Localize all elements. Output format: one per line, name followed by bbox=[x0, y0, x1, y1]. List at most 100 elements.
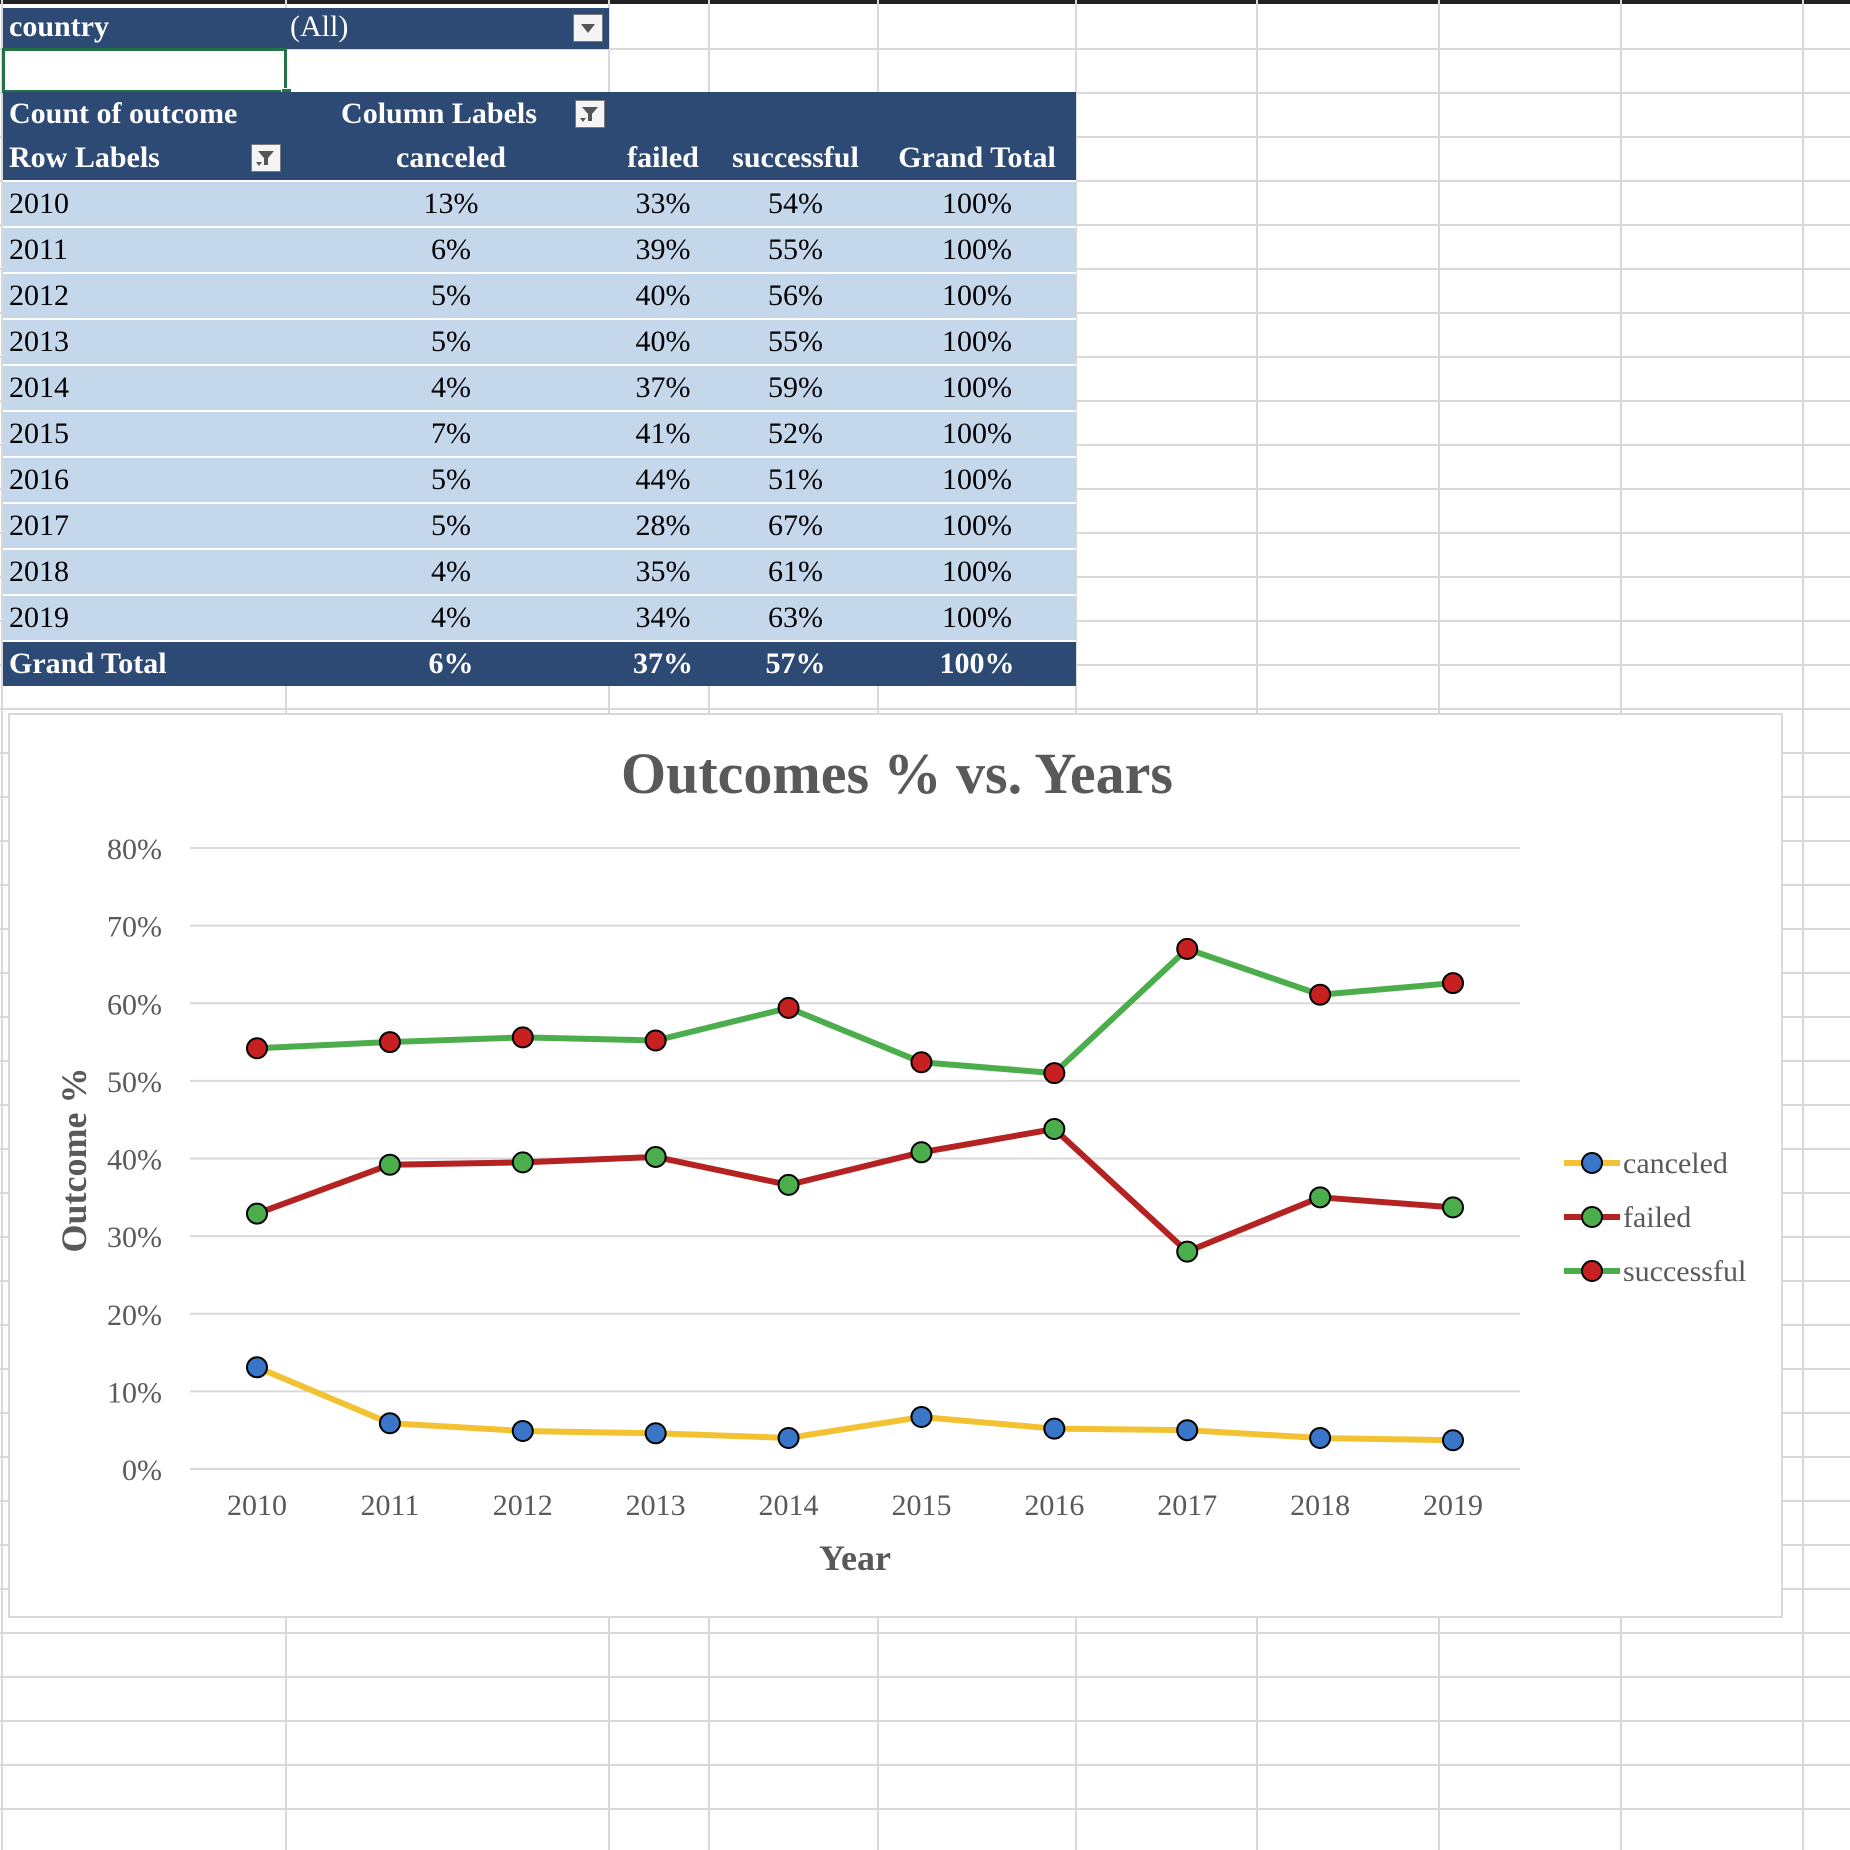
cell-grand-total[interactable]: 100% bbox=[942, 371, 1012, 404]
column-header-successful[interactable]: successful bbox=[732, 141, 859, 174]
data-point-successful[interactable] bbox=[1309, 983, 1332, 1006]
row-year[interactable]: 2010 bbox=[9, 187, 69, 220]
column-header-grand-total[interactable]: Grand Total bbox=[898, 141, 1056, 174]
data-point-failed[interactable] bbox=[511, 1151, 534, 1174]
cell-failed[interactable]: 40% bbox=[635, 279, 691, 312]
data-point-failed[interactable] bbox=[644, 1145, 667, 1168]
cell-failed[interactable]: 40% bbox=[635, 325, 691, 358]
data-point-successful[interactable] bbox=[1176, 937, 1199, 960]
cell-successful[interactable]: 52% bbox=[768, 417, 823, 450]
cell-failed[interactable]: 28% bbox=[635, 509, 691, 542]
data-point-canceled[interactable] bbox=[1043, 1417, 1066, 1440]
cell-failed[interactable]: 35% bbox=[635, 555, 691, 588]
cell-successful[interactable]: 51% bbox=[768, 463, 823, 496]
series-line-successful[interactable] bbox=[256, 945, 1454, 1077]
data-point-canceled[interactable] bbox=[644, 1422, 667, 1445]
data-point-failed[interactable] bbox=[1043, 1118, 1066, 1141]
cell-grand-total[interactable]: 100% bbox=[942, 509, 1012, 542]
data-point-successful[interactable] bbox=[910, 1051, 933, 1074]
grand-total-failed[interactable]: 37% bbox=[633, 647, 693, 680]
cell-grand-total[interactable]: 100% bbox=[942, 233, 1012, 266]
legend-label-successful[interactable]: successful bbox=[1623, 1255, 1746, 1288]
grand-total-canceled[interactable]: 6% bbox=[428, 647, 474, 680]
cell-canceled[interactable]: 4% bbox=[431, 371, 471, 404]
data-point-failed[interactable] bbox=[1309, 1186, 1332, 1209]
data-point-failed[interactable] bbox=[1176, 1240, 1199, 1263]
row-year[interactable]: 2014 bbox=[9, 371, 69, 404]
cell-grand-total[interactable]: 100% bbox=[942, 555, 1012, 588]
data-point-canceled[interactable] bbox=[1442, 1429, 1464, 1452]
selected-cell[interactable] bbox=[2, 48, 287, 93]
data-point-successful[interactable] bbox=[1442, 972, 1464, 995]
legend-label-failed[interactable]: failed bbox=[1623, 1201, 1691, 1234]
column-labels-filter-button[interactable] bbox=[575, 100, 605, 128]
cell-canceled[interactable]: 7% bbox=[431, 417, 471, 450]
cell-successful[interactable]: 55% bbox=[768, 233, 823, 266]
cell-failed[interactable]: 44% bbox=[635, 463, 691, 496]
cell-failed[interactable]: 37% bbox=[635, 371, 691, 404]
data-point-successful[interactable] bbox=[246, 1037, 268, 1060]
cell-canceled[interactable]: 13% bbox=[423, 187, 479, 220]
cell-successful[interactable]: 63% bbox=[768, 601, 823, 634]
data-point-canceled[interactable] bbox=[1176, 1419, 1199, 1442]
row-year[interactable]: 2012 bbox=[9, 279, 69, 312]
grand-total-label[interactable]: Grand Total bbox=[9, 647, 167, 680]
data-point-successful[interactable] bbox=[378, 1031, 401, 1054]
column-header-canceled[interactable]: canceled bbox=[396, 141, 506, 174]
cell-failed[interactable]: 33% bbox=[635, 187, 691, 220]
data-point-successful[interactable] bbox=[644, 1029, 667, 1052]
cell-canceled[interactable]: 5% bbox=[431, 463, 471, 496]
cell-grand-total[interactable]: 100% bbox=[942, 417, 1012, 450]
row-labels-filter-button[interactable] bbox=[251, 144, 281, 172]
cell-failed[interactable]: 34% bbox=[635, 601, 691, 634]
cell-grand-total[interactable]: 100% bbox=[942, 325, 1012, 358]
cell-successful[interactable]: 55% bbox=[768, 325, 823, 358]
cell-grand-total[interactable]: 100% bbox=[942, 279, 1012, 312]
cell-failed[interactable]: 39% bbox=[635, 233, 691, 266]
data-point-canceled[interactable] bbox=[1309, 1426, 1332, 1449]
line-chart[interactable]: Outcomes % vs. Years Year Outcome % 0% 10… bbox=[8, 713, 1783, 1618]
cell-grand-total[interactable]: 100% bbox=[942, 463, 1012, 496]
row-year[interactable]: 2017 bbox=[9, 509, 69, 542]
cell-successful[interactable]: 59% bbox=[768, 371, 823, 404]
data-point-failed[interactable] bbox=[1442, 1196, 1464, 1219]
data-point-canceled[interactable] bbox=[246, 1356, 268, 1379]
data-point-successful[interactable] bbox=[1043, 1062, 1066, 1085]
cell-successful[interactable]: 56% bbox=[768, 279, 823, 312]
row-year[interactable]: 2013 bbox=[9, 325, 69, 358]
data-point-successful[interactable] bbox=[511, 1026, 534, 1049]
column-header-failed[interactable]: failed bbox=[627, 141, 699, 174]
data-point-canceled[interactable] bbox=[511, 1419, 534, 1442]
data-point-canceled[interactable] bbox=[910, 1405, 933, 1428]
report-filter-dropdown-button[interactable] bbox=[573, 14, 603, 42]
cell-canceled[interactable]: 6% bbox=[431, 233, 471, 266]
cell-canceled[interactable]: 5% bbox=[431, 279, 471, 312]
data-point-failed[interactable] bbox=[246, 1202, 268, 1225]
data-point-failed[interactable] bbox=[910, 1141, 933, 1164]
grand-total-successful[interactable]: 57% bbox=[765, 647, 826, 680]
cell-successful[interactable]: 61% bbox=[768, 555, 823, 588]
legend-label-canceled[interactable]: canceled bbox=[1623, 1147, 1728, 1180]
data-point-canceled[interactable] bbox=[777, 1426, 800, 1449]
cell-canceled[interactable]: 4% bbox=[431, 555, 471, 588]
row-year[interactable]: 2015 bbox=[9, 417, 69, 450]
cell-canceled[interactable]: 4% bbox=[431, 601, 471, 634]
report-filter-value[interactable]: (All) bbox=[287, 8, 609, 49]
series-line-failed[interactable] bbox=[255, 1126, 1454, 1255]
cell-successful[interactable]: 54% bbox=[768, 187, 823, 220]
cell-failed[interactable]: 41% bbox=[635, 417, 691, 450]
row-year[interactable]: 2016 bbox=[9, 463, 69, 496]
row-year[interactable]: 2011 bbox=[9, 233, 68, 266]
cell-canceled[interactable]: 5% bbox=[431, 509, 471, 542]
chart-legend[interactable]: canceled failed successful bbox=[1564, 1147, 1746, 1288]
data-point-successful[interactable] bbox=[777, 996, 800, 1019]
cell-grand-total[interactable]: 100% bbox=[942, 187, 1012, 220]
data-point-canceled[interactable] bbox=[378, 1412, 401, 1435]
cell-successful[interactable]: 67% bbox=[768, 509, 823, 542]
grand-total-total[interactable]: 100% bbox=[939, 647, 1015, 680]
data-point-failed[interactable] bbox=[777, 1173, 800, 1196]
cell-grand-total[interactable]: 100% bbox=[942, 601, 1012, 634]
row-year[interactable]: 2018 bbox=[9, 555, 69, 588]
data-point-failed[interactable] bbox=[378, 1153, 401, 1176]
series-line-canceled[interactable] bbox=[255, 1364, 1454, 1444]
